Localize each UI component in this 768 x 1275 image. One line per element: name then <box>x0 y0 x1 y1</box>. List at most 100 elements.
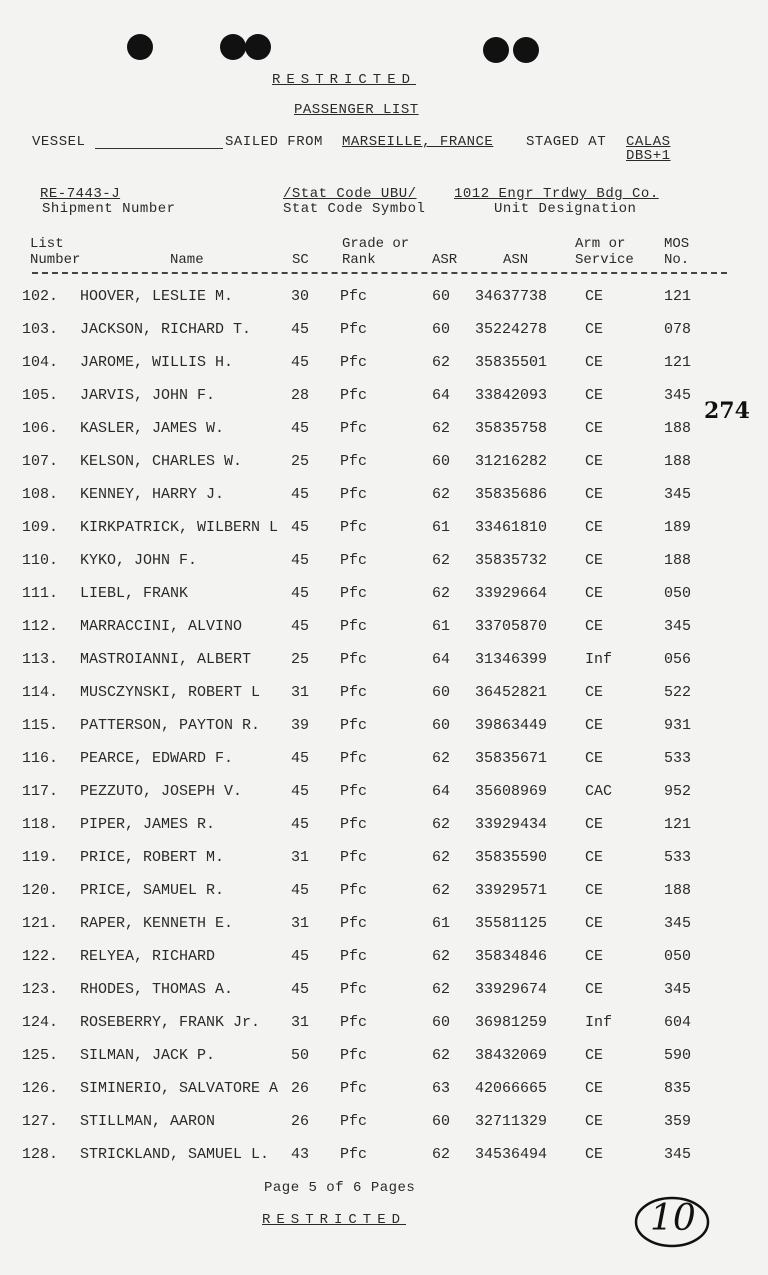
cell-name: LIEBL, FRANK <box>80 585 189 602</box>
sailed-label: SAILED FROM <box>225 134 323 150</box>
cell-g: Pfc <box>340 717 368 734</box>
cell-mos: 345 <box>664 915 692 932</box>
cell-asr: 61 <box>432 618 451 635</box>
cell-mos: 345 <box>664 1146 692 1163</box>
col-grade: Grade or Rank <box>342 236 410 268</box>
cell-g: Pfc <box>340 849 368 866</box>
cell-arm: CE <box>585 750 604 767</box>
table-row: 102. HOOVER, LESLIE M. 30 Pfc 60 34637738 CE 12… <box>0 288 768 318</box>
cell-sc: 25 <box>291 651 310 668</box>
cell-mos: 188 <box>664 882 692 899</box>
cell-asn: 32711329 <box>475 1113 548 1130</box>
cell-g: Pfc <box>340 948 368 965</box>
col-mos: MOS No. <box>664 236 690 268</box>
cell-g: Pfc <box>340 651 368 668</box>
header-divider <box>32 272 727 274</box>
cell-asr: 62 <box>432 948 451 965</box>
cell-sc: 45 <box>291 486 310 503</box>
cell-mos: 835 <box>664 1080 692 1097</box>
cell-g: Pfc <box>340 453 368 470</box>
cell-mos: 050 <box>664 948 692 965</box>
cell-mos: 050 <box>664 585 692 602</box>
cell-mos: 590 <box>664 1047 692 1064</box>
col-list-number: List Number <box>30 236 81 268</box>
cell-asr: 62 <box>432 420 451 437</box>
cell-name: ROSEBERRY, FRANK Jr. <box>80 1014 261 1031</box>
cell-n: 102. <box>22 288 59 305</box>
cell-arm: CAC <box>585 783 613 800</box>
table-row: 122. RELYEA, RICHARD 45 Pfc 62 35834846 CE 050 <box>0 948 768 978</box>
col-arm: Arm or Service <box>575 236 634 268</box>
classification-top: RESTRICTED <box>272 72 417 88</box>
cell-g: Pfc <box>340 1146 368 1163</box>
cell-name: HOOVER, LESLIE M. <box>80 288 234 305</box>
cell-arm: CE <box>585 849 604 866</box>
cell-asn: 42066665 <box>475 1080 548 1097</box>
cell-asr: 60 <box>432 288 451 305</box>
table-row: 120. PRICE, SAMUEL R. 45 Pfc 62 33929571 CE 188 <box>0 882 768 912</box>
cell-arm: CE <box>585 1047 604 1064</box>
cell-name: SILMAN, JACK P. <box>80 1047 216 1064</box>
cell-mos: 952 <box>664 783 692 800</box>
cell-asn: 35835686 <box>475 486 548 503</box>
cell-arm: Inf <box>585 1014 613 1031</box>
cell-sc: 31 <box>291 1014 310 1031</box>
cell-asn: 33929434 <box>475 816 548 833</box>
cell-sc: 26 <box>291 1080 310 1097</box>
cell-n: 107. <box>22 453 59 470</box>
cell-asr: 62 <box>432 486 451 503</box>
cell-name: RAPER, KENNETH E. <box>80 915 234 932</box>
cell-name: MUSCZYNSKI, ROBERT L <box>80 684 261 701</box>
cell-asn: 33929674 <box>475 981 548 998</box>
cell-asr: 62 <box>432 1146 451 1163</box>
document-title: PASSENGER LIST <box>294 102 419 118</box>
cell-n: 110. <box>22 552 59 569</box>
cell-arm: CE <box>585 816 604 833</box>
cell-sc: 45 <box>291 882 310 899</box>
cell-g: Pfc <box>340 1113 368 1130</box>
table-row: 119. PRICE, ROBERT M. 31 Pfc 62 35835590 CE 533 <box>0 849 768 879</box>
cell-sc: 25 <box>291 453 310 470</box>
cell-sc: 50 <box>291 1047 310 1064</box>
col-asr: ASR <box>432 252 458 268</box>
cell-asr: 60 <box>432 684 451 701</box>
cell-mos: 121 <box>664 288 692 305</box>
cell-asr: 61 <box>432 519 451 536</box>
cell-asr: 62 <box>432 750 451 767</box>
cell-g: Pfc <box>340 288 368 305</box>
cell-arm: CE <box>585 1146 604 1163</box>
table-row: 124. ROSEBERRY, FRANK Jr. 31 Pfc 60 36981259 I… <box>0 1014 768 1044</box>
cell-arm: CE <box>585 948 604 965</box>
cell-asr: 62 <box>432 981 451 998</box>
cell-sc: 43 <box>291 1146 310 1163</box>
cell-mos: 533 <box>664 750 692 767</box>
cell-n: 117. <box>22 783 59 800</box>
cell-n: 128. <box>22 1146 59 1163</box>
cell-asr: 62 <box>432 585 451 602</box>
cell-g: Pfc <box>340 486 368 503</box>
cell-arm: CE <box>585 354 604 371</box>
cell-sc: 45 <box>291 750 310 767</box>
table-row: 106. KASLER, JAMES W. 45 Pfc 62 35835758 CE 188 <box>0 420 768 450</box>
table-row: 115. PATTERSON, PAYTON R. 39 Pfc 60 39863449 C… <box>0 717 768 747</box>
cell-arm: Inf <box>585 651 613 668</box>
cell-name: PATTERSON, PAYTON R. <box>80 717 261 734</box>
cell-g: Pfc <box>340 618 368 635</box>
cell-sc: 30 <box>291 288 310 305</box>
cell-mos: 931 <box>664 717 692 734</box>
table-row: 111. LIEBL, FRANK 45 Pfc 62 33929664 CE 050 <box>0 585 768 615</box>
cell-arm: CE <box>585 882 604 899</box>
staged-at: CALAS <box>626 134 671 150</box>
cell-asr: 60 <box>432 321 451 338</box>
cell-g: Pfc <box>340 915 368 932</box>
page-indicator: Page 5 of 6 Pages <box>264 1180 416 1196</box>
tick-mark <box>296 286 336 287</box>
cell-asr: 60 <box>432 717 451 734</box>
handwritten-circle-icon <box>634 1196 710 1248</box>
cell-n: 106. <box>22 420 59 437</box>
cell-asn: 35834846 <box>475 948 548 965</box>
cell-n: 109. <box>22 519 59 536</box>
cell-arm: CE <box>585 288 604 305</box>
cell-asr: 64 <box>432 651 451 668</box>
cell-mos: 533 <box>664 849 692 866</box>
